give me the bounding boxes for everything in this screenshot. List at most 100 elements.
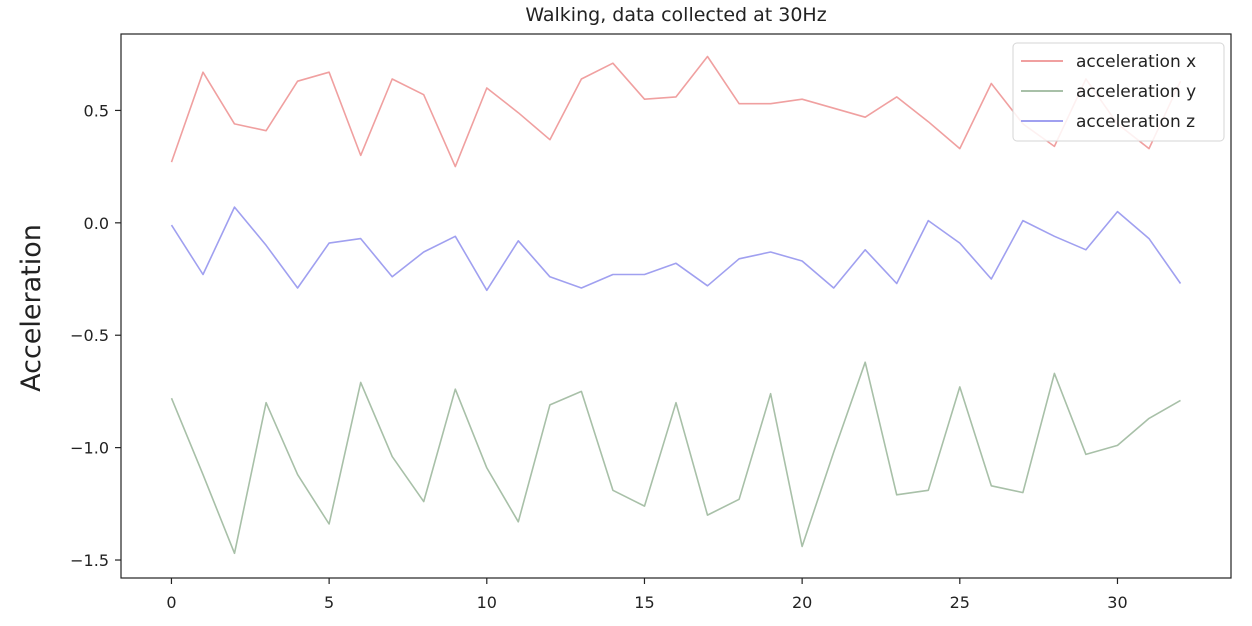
data-point-acceleration-y xyxy=(359,381,361,383)
data-point-acceleration-y xyxy=(612,489,614,491)
data-point-acceleration-y xyxy=(927,489,929,491)
data-point-acceleration-y xyxy=(675,401,677,403)
data-point-acceleration-y xyxy=(454,388,456,390)
data-point-acceleration-x xyxy=(612,62,614,64)
data-point-acceleration-y xyxy=(1179,399,1181,401)
data-point-acceleration-y xyxy=(769,392,771,394)
data-point-acceleration-x xyxy=(423,93,425,95)
y-axis: 0.5 0.0 −0.5 −1.0 −1.5 xyxy=(70,101,121,570)
legend: acceleration x acceleration y acceleration… xyxy=(1012,42,1225,142)
data-point-acceleration-z xyxy=(454,235,456,237)
legend-box xyxy=(1012,42,1225,142)
data-point-acceleration-y xyxy=(896,494,898,496)
data-point-acceleration-z xyxy=(265,244,267,246)
legend-label-acceleration-z: acceleration z xyxy=(1076,112,1195,132)
data-point-acceleration-z xyxy=(643,273,645,275)
data-point-acceleration-x xyxy=(896,96,898,98)
data-point-acceleration-y xyxy=(1085,453,1087,455)
data-point-acceleration-z xyxy=(612,273,614,275)
data-point-acceleration-z xyxy=(1085,249,1087,251)
data-point-acceleration-x xyxy=(265,129,267,131)
data-point-acceleration-y xyxy=(296,473,298,475)
data-point-acceleration-z xyxy=(1053,235,1055,237)
data-point-acceleration-z xyxy=(959,242,961,244)
chart-title: Walking, data collected at 30Hz xyxy=(525,4,826,26)
data-point-acceleration-z xyxy=(517,240,519,242)
data-point-acceleration-z xyxy=(738,258,740,260)
data-point-acceleration-z xyxy=(927,219,929,221)
data-point-acceleration-y xyxy=(832,451,834,453)
data-point-acceleration-x xyxy=(170,161,172,163)
data-point-acceleration-y xyxy=(1053,372,1055,374)
data-point-acceleration-y xyxy=(864,361,866,363)
data-point-acceleration-y xyxy=(170,397,172,399)
data-point-acceleration-x xyxy=(832,107,834,109)
data-point-acceleration-x xyxy=(927,120,929,122)
data-point-acceleration-x xyxy=(454,165,456,167)
data-point-acceleration-x xyxy=(486,87,488,89)
data-point-acceleration-y xyxy=(517,521,519,523)
data-point-acceleration-y xyxy=(233,552,235,554)
data-point-acceleration-y xyxy=(643,505,645,507)
x-tick-label: 15 xyxy=(634,593,654,612)
data-point-acceleration-x xyxy=(580,78,582,80)
x-tick-label: 0 xyxy=(166,593,176,612)
x-tick-label: 30 xyxy=(1107,593,1127,612)
y-axis-label: Acceleration xyxy=(16,224,47,392)
data-point-acceleration-x xyxy=(549,138,551,140)
y-tick-label: 0.5 xyxy=(84,101,109,120)
data-point-acceleration-z xyxy=(233,206,235,208)
data-point-acceleration-z xyxy=(170,224,172,226)
data-point-acceleration-x xyxy=(359,154,361,156)
data-point-acceleration-y xyxy=(391,455,393,457)
data-point-acceleration-z xyxy=(486,289,488,291)
data-point-acceleration-y xyxy=(423,500,425,502)
data-point-acceleration-z xyxy=(801,260,803,262)
x-axis: 0 5 10 15 20 25 30 xyxy=(166,578,1128,612)
data-point-acceleration-y xyxy=(1148,417,1150,419)
data-point-acceleration-x xyxy=(328,71,330,73)
data-point-acceleration-y xyxy=(580,390,582,392)
data-point-acceleration-z xyxy=(580,287,582,289)
series-layer xyxy=(170,55,1182,555)
data-point-acceleration-x xyxy=(769,102,771,104)
data-point-acceleration-x xyxy=(643,98,645,100)
data-point-acceleration-x xyxy=(738,102,740,104)
data-point-acceleration-z xyxy=(423,251,425,253)
data-point-acceleration-x xyxy=(706,55,708,57)
data-point-acceleration-y xyxy=(486,467,488,469)
data-point-acceleration-x xyxy=(864,116,866,118)
data-point-acceleration-x xyxy=(517,111,519,113)
y-tick-label: −0.5 xyxy=(70,326,109,345)
data-point-acceleration-y xyxy=(959,386,961,388)
data-point-acceleration-z xyxy=(391,276,393,278)
data-point-acceleration-z xyxy=(328,242,330,244)
x-tick-label: 5 xyxy=(324,593,334,612)
data-point-acceleration-x xyxy=(1148,147,1150,149)
legend-label-acceleration-x: acceleration x xyxy=(1076,52,1196,72)
data-point-acceleration-z xyxy=(1179,282,1181,284)
x-tick-label: 10 xyxy=(477,593,497,612)
y-tick-label: −1.5 xyxy=(70,551,109,570)
data-point-acceleration-z xyxy=(990,278,992,280)
data-point-acceleration-z xyxy=(706,285,708,287)
data-point-acceleration-z xyxy=(359,237,361,239)
data-point-acceleration-y xyxy=(549,404,551,406)
data-point-acceleration-y xyxy=(1116,444,1118,446)
data-point-acceleration-z xyxy=(1116,210,1118,212)
data-point-acceleration-z xyxy=(549,276,551,278)
data-point-acceleration-z xyxy=(864,249,866,251)
y-tick-label: −1.0 xyxy=(70,439,109,458)
data-point-acceleration-y xyxy=(738,498,740,500)
data-point-acceleration-y xyxy=(801,545,803,547)
data-point-acceleration-x xyxy=(391,78,393,80)
data-point-acceleration-z xyxy=(1148,237,1150,239)
x-tick-label: 20 xyxy=(792,593,812,612)
data-point-acceleration-z xyxy=(896,282,898,284)
data-point-acceleration-x xyxy=(675,96,677,98)
data-point-acceleration-z xyxy=(675,262,677,264)
data-point-acceleration-y xyxy=(202,473,204,475)
data-point-acceleration-x xyxy=(801,98,803,100)
data-point-acceleration-x xyxy=(233,123,235,125)
data-point-acceleration-z xyxy=(296,287,298,289)
